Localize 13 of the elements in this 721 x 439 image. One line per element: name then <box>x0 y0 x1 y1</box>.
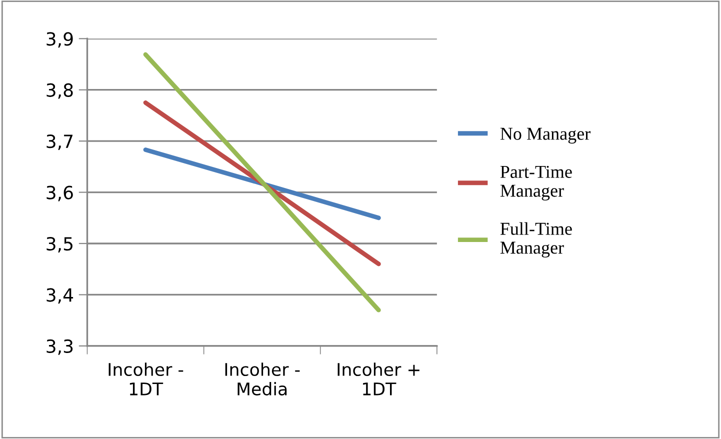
y-tick-label: 3,6 <box>46 186 73 202</box>
y-tick-label: 3,7 <box>46 134 73 150</box>
x-tick-label: Incoher + 1DT <box>338 362 420 396</box>
y-tick-label: 3,3 <box>46 339 73 355</box>
y-tick-label: 3,5 <box>46 236 72 252</box>
y-tick-label: 3,4 <box>46 288 74 304</box>
legend-label: Full-Time Manager <box>500 222 572 258</box>
legend-label: No Manager <box>500 128 590 144</box>
x-tick-label: Incoher - Media <box>225 362 300 396</box>
x-tick-label: Incoher - 1DT <box>108 362 184 396</box>
legend-label: Part-Time Manager <box>500 166 572 201</box>
y-tick-label: 3,9 <box>46 32 73 48</box>
y-tick-label: 3,8 <box>46 83 73 99</box>
